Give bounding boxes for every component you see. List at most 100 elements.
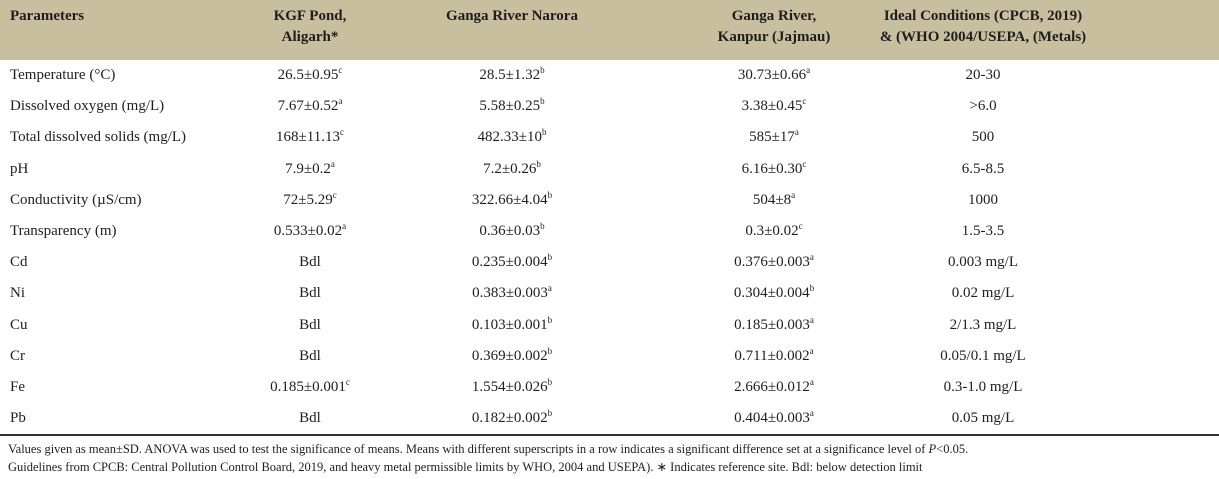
cell-narora: 482.33±10b — [412, 122, 612, 153]
cell-narora: 0.182±0.002b — [412, 403, 612, 434]
cell-kanpur: 0.3±0.02c — [674, 216, 874, 247]
cell-ideal: 1.5-3.5 — [853, 216, 1113, 247]
cell-value: 504±8 — [752, 191, 792, 208]
cell-value: Bdl — [299, 347, 321, 364]
cell-value: 585±17 — [749, 129, 795, 146]
cell-value: 0.404±0.003 — [734, 410, 810, 427]
cell-ideal: 20-30 — [853, 60, 1113, 91]
cell-value: 0.3±0.02 — [745, 223, 799, 239]
cell-param: pH — [10, 154, 28, 185]
cell-kgf: Bdl — [210, 403, 410, 434]
footnote-2: Guidelines from CPCB: Central Pollution … — [8, 460, 923, 474]
cell-kgf: 168±11.13c — [210, 122, 410, 153]
cell-value: 26.5±0.95 — [277, 67, 339, 83]
cell-value: 0.02 mg/L — [951, 285, 1015, 302]
cell-ideal: 0.3-1.0 mg/L — [853, 372, 1113, 403]
cell-param: Conductivity (µS/cm) — [10, 185, 142, 216]
cell-narora: 0.103±0.001b — [412, 310, 612, 341]
cell-narora: 28.5±1.32b — [412, 60, 612, 91]
cell-param: Fe — [10, 372, 25, 403]
cell-ideal: >6.0 — [853, 91, 1113, 122]
cell-value: Conductivity (µS/cm) — [10, 191, 142, 208]
cell-kanpur: 30.73±0.66a — [674, 60, 874, 91]
cell-narora: 322.66±4.04b — [412, 185, 612, 216]
cell-value: 0.05/0.1 mg/L — [940, 347, 1026, 364]
cell-value: 0.711±0.002 — [734, 347, 810, 364]
significance-superscript: b — [540, 96, 545, 107]
significance-superscript: b — [547, 408, 553, 419]
table-row: pH 7.9±0.2a 7.2±0.26b 6.16±0.30c 6.5-8.5 — [0, 154, 1219, 185]
cell-value: 500 — [971, 129, 995, 146]
table-row: Fe 0.185±0.001c 1.554±0.026b 2.666±0.012a 0.… — [0, 372, 1219, 403]
cell-value: 1000 — [968, 191, 998, 208]
significance-superscript: a — [330, 158, 335, 169]
cell-value: Cu — [10, 316, 28, 333]
significance-superscript: c — [345, 377, 350, 387]
significance-superscript: b — [540, 221, 545, 231]
header-line: KGF Pond, — [273, 8, 347, 24]
cell-narora: 0.36±0.03b — [412, 216, 612, 247]
table-row: Cu Bdl 0.103±0.001b 0.185±0.003a 2/1.3 mg/L — [0, 310, 1219, 341]
cell-value: Fe — [10, 379, 25, 395]
cell-kanpur: 0.404±0.003a — [674, 403, 874, 434]
significance-superscript: c — [802, 96, 807, 107]
significance-superscript: a — [809, 377, 814, 387]
cell-value: 0.376±0.003 — [734, 254, 810, 271]
significance-superscript: b — [547, 189, 553, 200]
significance-superscript: c — [798, 221, 803, 231]
cell-kanpur: 0.376±0.003a — [674, 247, 874, 278]
significance-superscript: b — [547, 314, 553, 325]
cell-kanpur: 0.711±0.002a — [674, 341, 874, 372]
cell-value: Pb — [10, 410, 26, 427]
table-row: Conductivity (µS/cm) 72±5.29c 322.66±4.04b… — [0, 185, 1219, 216]
cell-value: 30.73±0.66 — [737, 67, 807, 83]
cell-kgf: Bdl — [210, 341, 410, 372]
header-line: Aligarh* — [281, 29, 339, 45]
cell-ideal: 1000 — [853, 185, 1113, 216]
table-header: Parameters KGF Pond, Aligarh* Ganga Rive… — [0, 0, 1219, 60]
cell-value: 2/1.3 mg/L — [949, 316, 1017, 333]
cell-kgf: 0.185±0.001c — [210, 372, 410, 403]
significance-superscript: a — [809, 314, 814, 325]
cell-value: 0.05 mg/L — [951, 410, 1015, 427]
significance-superscript: a — [342, 221, 347, 231]
cell-param: Cd — [10, 247, 28, 278]
table-row: Temperature (°C) 26.5±0.95c 28.5±1.32b 30.7… — [0, 60, 1219, 91]
significance-superscript: a — [547, 283, 552, 294]
cell-value: 0.383±0.003 — [472, 285, 548, 302]
cell-value: 0.3-1.0 mg/L — [943, 379, 1023, 395]
header-line: Kanpur (Jajmau) — [717, 29, 831, 45]
cell-value: 7.2±0.26 — [483, 160, 537, 177]
cell-value: 3.38±0.45 — [741, 98, 803, 115]
cell-value: Total dissolved solids (mg/L) — [10, 129, 187, 146]
cell-kanpur: 6.16±0.30c — [674, 154, 874, 185]
cell-kgf: Bdl — [210, 247, 410, 278]
cell-kanpur: 0.185±0.003a — [674, 310, 874, 341]
cell-ideal: 500 — [853, 122, 1113, 153]
cell-value: Bdl — [299, 285, 321, 302]
footnote-1: Values given as mean±SD. ANOVA was used … — [8, 442, 968, 457]
cell-narora: 5.58±0.25b — [412, 91, 612, 122]
table-row: Cd Bdl 0.235±0.004b 0.376±0.003a 0.003 mg/L — [0, 247, 1219, 278]
cell-value: 0.533±0.02 — [273, 223, 343, 239]
cell-value: pH — [10, 160, 29, 177]
cell-kgf: 72±5.29c — [210, 185, 410, 216]
significance-superscript: b — [536, 158, 541, 169]
cell-value: Bdl — [299, 410, 321, 427]
cell-param: Pb — [10, 403, 26, 434]
cell-value: 322.66±4.04 — [471, 191, 548, 208]
cell-value: 0.185±0.001 — [270, 379, 346, 395]
significance-superscript: b — [809, 283, 815, 294]
significance-superscript: b — [541, 127, 547, 138]
cell-value: 0.36±0.03 — [479, 223, 541, 239]
cell-param: Ni — [10, 278, 25, 309]
cell-value: 7.67±0.52 — [277, 98, 339, 115]
cell-value: 0.369±0.002 — [471, 347, 548, 364]
table-row: Pb Bdl 0.182±0.002b 0.404±0.003a 0.05 mg/L — [0, 403, 1219, 434]
cell-value: 6.16±0.30 — [741, 160, 803, 177]
footnote-text: <0.05. — [936, 442, 969, 456]
cell-value: 0.182±0.002 — [471, 410, 548, 427]
cell-value: 1.5-3.5 — [961, 223, 1005, 239]
header-parameters: Parameters — [10, 8, 85, 24]
significance-superscript: a — [809, 345, 814, 356]
